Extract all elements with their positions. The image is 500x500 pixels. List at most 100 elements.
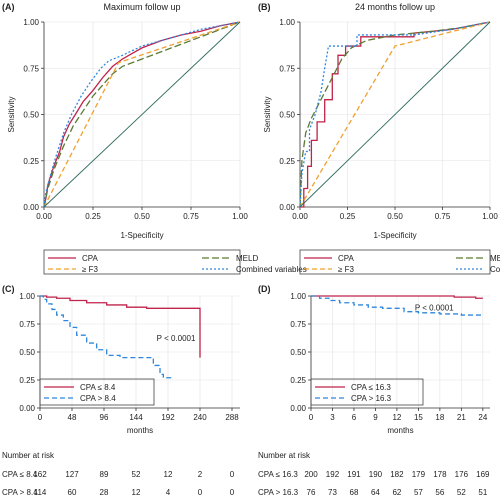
- series-line-cpa: [43, 21, 241, 208]
- risk-count: 51: [478, 488, 487, 497]
- risk-count: 12: [164, 470, 173, 479]
- y-tick-label: 1.00: [19, 292, 35, 301]
- risk-count: 2: [198, 470, 203, 479]
- legend-label: CPA > 16.3: [351, 394, 392, 403]
- risk-count: 190: [369, 470, 383, 479]
- series-line-meld: [43, 21, 241, 208]
- risk-row-label: CPA ≤ 8.4: [2, 470, 38, 479]
- y-tick-label: 0.00: [23, 203, 39, 212]
- x-tick-label: 96: [100, 413, 109, 422]
- y-tick-label: 0.75: [19, 320, 35, 329]
- risk-count: 52: [132, 470, 141, 479]
- risk-count: 0: [230, 470, 235, 479]
- series-line-combined-variables: [43, 21, 241, 208]
- x-tick-label: 0.75: [435, 212, 451, 221]
- x-tick-label: 0.00: [36, 212, 52, 221]
- y-tick-label: 0.75: [23, 64, 39, 73]
- risk-count: 191: [347, 470, 361, 479]
- risk-count: 179: [412, 470, 426, 479]
- x-tick-label: 0.50: [134, 212, 150, 221]
- risk-count: 68: [350, 488, 359, 497]
- risk-count: 169: [476, 470, 490, 479]
- x-axis-label: months: [387, 426, 413, 435]
- series-line-cpa-16-3: [311, 295, 483, 316]
- x-tick-label: 240: [193, 413, 207, 422]
- x-tick-label: 0: [38, 413, 43, 422]
- risk-count: 0: [230, 488, 235, 497]
- legend-box: [39, 378, 155, 406]
- legend-box: [310, 378, 424, 406]
- risk-count: 127: [65, 470, 79, 479]
- risk-count: 192: [326, 470, 340, 479]
- y-axis-label: Sensitivity: [263, 96, 272, 132]
- y-tick-label: 0.25: [290, 376, 306, 385]
- y-tick-label: 0.00: [290, 404, 306, 413]
- risk-count: 56: [435, 488, 444, 497]
- risk-row-label: CPA ≤ 16.3: [258, 470, 298, 479]
- x-tick-label: 0: [309, 413, 314, 422]
- x-tick-label: 0.25: [85, 212, 101, 221]
- y-tick-label: 0.50: [279, 111, 295, 120]
- risk-row-label: CPA > 16.3: [258, 488, 299, 497]
- risk-count: 28: [100, 488, 109, 497]
- risk-count: 73: [328, 488, 337, 497]
- panel-label: (D): [258, 284, 271, 294]
- series-line-cpa-8-4: [40, 295, 201, 358]
- y-tick-label: 1.00: [23, 18, 39, 27]
- y-tick-label: 1.00: [290, 292, 306, 301]
- legend-label: CPA ≤ 16.3: [351, 383, 391, 392]
- x-tick-label: 192: [161, 413, 175, 422]
- p-value-annotation: P < 0.0001: [415, 304, 454, 313]
- series-line-f3: [43, 21, 241, 208]
- x-tick-label: 0.00: [292, 212, 308, 221]
- y-tick-label: 0.25: [279, 157, 295, 166]
- x-tick-label: 288: [225, 413, 239, 422]
- x-axis-label: months: [127, 426, 153, 435]
- legend-label: MELD: [236, 254, 258, 263]
- risk-count: 12: [132, 488, 141, 497]
- x-tick-label: 1.00: [482, 212, 498, 221]
- x-tick-label: 18: [435, 413, 444, 422]
- risk-table-header: Number at risk: [258, 451, 311, 460]
- x-tick-label: 9: [373, 413, 378, 422]
- y-tick-label: 0.00: [19, 404, 35, 413]
- series-line-meld: [299, 21, 491, 208]
- x-tick-label: 48: [68, 413, 77, 422]
- series-line-f3: [299, 21, 491, 208]
- legend-label: ≥ F3: [338, 265, 355, 274]
- risk-table-header: Number at risk: [2, 451, 55, 460]
- x-tick-label: 15: [414, 413, 423, 422]
- chart-title: 24 months follow up: [355, 2, 435, 12]
- y-tick-label: 0.50: [19, 348, 35, 357]
- legend-label: Combined variables: [236, 265, 307, 274]
- risk-count: 178: [433, 470, 447, 479]
- legend-label: ≥ F3: [82, 265, 99, 274]
- x-tick-label: 144: [129, 413, 143, 422]
- risk-count: 89: [100, 470, 109, 479]
- series-line-combined-variables: [299, 21, 491, 208]
- y-tick-label: 0.25: [23, 157, 39, 166]
- x-axis-label: 1-Specificity: [120, 231, 163, 240]
- legend-label: CPA > 8.4: [80, 394, 116, 403]
- risk-count: 57: [414, 488, 423, 497]
- series-line-cpa: [300, 21, 491, 208]
- panel-label: (A): [2, 2, 15, 12]
- risk-count: 62: [392, 488, 401, 497]
- x-tick-label: 1.00: [232, 212, 248, 221]
- risk-count: 176: [455, 470, 469, 479]
- x-tick-label: 24: [478, 413, 487, 422]
- reference-diagonal: [299, 21, 491, 208]
- x-tick-label: 0.25: [340, 212, 356, 221]
- y-tick-label: 1.00: [279, 18, 295, 27]
- risk-count: 182: [390, 470, 404, 479]
- y-tick-label: 0.50: [290, 348, 306, 357]
- risk-count: 4: [166, 488, 171, 497]
- legend-label: CPA ≤ 8.4: [80, 383, 116, 392]
- risk-row-label: CPA > 8.4: [2, 488, 38, 497]
- x-tick-label: 3: [330, 413, 335, 422]
- legend-box: [43, 249, 241, 275]
- legend-box: [299, 249, 491, 275]
- risk-count: 114: [34, 488, 47, 497]
- x-tick-label: 0.50: [387, 212, 403, 221]
